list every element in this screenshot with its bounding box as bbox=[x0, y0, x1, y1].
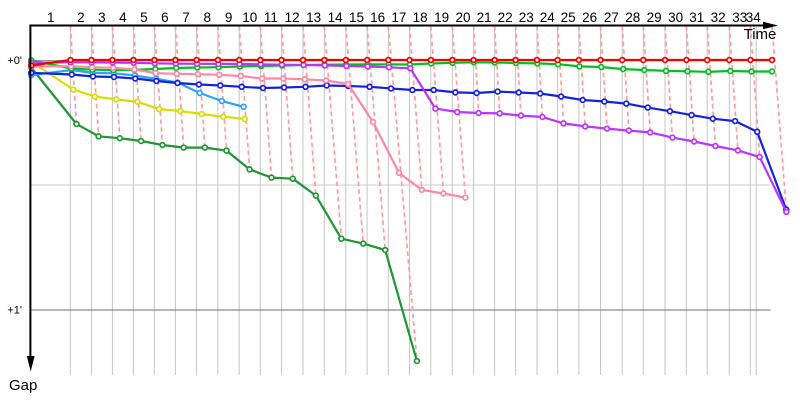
svg-text:28: 28 bbox=[625, 10, 640, 25]
svg-text:11: 11 bbox=[264, 10, 278, 25]
svg-text:22: 22 bbox=[498, 10, 513, 25]
svg-text:21: 21 bbox=[477, 10, 492, 25]
svg-text:32: 32 bbox=[711, 10, 726, 25]
svg-text:24: 24 bbox=[540, 10, 556, 25]
svg-text:8: 8 bbox=[203, 10, 211, 25]
svg-text:30: 30 bbox=[668, 10, 683, 25]
svg-text:14: 14 bbox=[328, 10, 344, 25]
svg-text:16: 16 bbox=[370, 10, 385, 25]
svg-text:Gap: Gap bbox=[9, 377, 37, 394]
svg-text:3: 3 bbox=[98, 10, 106, 25]
svg-text:1: 1 bbox=[47, 10, 55, 25]
svg-text:29: 29 bbox=[647, 10, 662, 25]
svg-text:12: 12 bbox=[285, 10, 300, 25]
svg-text:6: 6 bbox=[161, 10, 169, 25]
svg-text:5: 5 bbox=[140, 10, 148, 25]
svg-text:2: 2 bbox=[77, 10, 85, 25]
svg-text:25: 25 bbox=[561, 10, 576, 25]
svg-text:7: 7 bbox=[182, 10, 190, 25]
svg-text:+0': +0' bbox=[7, 55, 22, 67]
svg-text:31: 31 bbox=[689, 10, 704, 25]
svg-text:27: 27 bbox=[604, 10, 619, 25]
svg-text:23: 23 bbox=[519, 10, 534, 25]
svg-text:20: 20 bbox=[455, 10, 470, 25]
svg-text:19: 19 bbox=[434, 10, 449, 25]
svg-text:34: 34 bbox=[746, 10, 762, 25]
svg-text:9: 9 bbox=[225, 10, 233, 25]
svg-text:18: 18 bbox=[413, 10, 428, 25]
svg-text:4: 4 bbox=[119, 10, 127, 25]
svg-text:17: 17 bbox=[391, 10, 406, 25]
svg-text:Time: Time bbox=[744, 26, 777, 43]
svg-text:10: 10 bbox=[242, 10, 257, 25]
svg-text:13: 13 bbox=[306, 10, 321, 25]
svg-text:26: 26 bbox=[582, 10, 597, 25]
svg-text:33: 33 bbox=[732, 10, 747, 25]
svg-text:+1': +1' bbox=[7, 305, 22, 317]
svg-text:15: 15 bbox=[349, 10, 364, 25]
